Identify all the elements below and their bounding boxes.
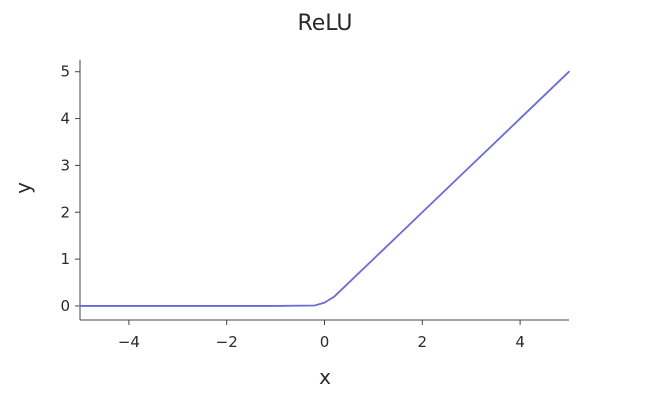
- x-axis-title: x: [319, 365, 331, 389]
- y-tick-label: 0: [60, 297, 70, 315]
- y-tick-label: 4: [60, 110, 70, 128]
- y-ticks: 0 1 2 3 4 5: [60, 63, 80, 315]
- y-tick-label: 5: [60, 63, 70, 81]
- x-tick-label: 4: [515, 333, 525, 351]
- axes: [79, 60, 569, 321]
- x-ticks: −4 −2 0 2 4: [118, 320, 525, 351]
- x-tick-label: 2: [418, 333, 428, 351]
- series-layer: [79, 70, 570, 307]
- y-tick-label: 3: [60, 156, 70, 174]
- y-tick-label: 1: [60, 250, 70, 268]
- relu-series-line: [79, 70, 570, 307]
- x-tick-label: −4: [118, 333, 140, 351]
- x-tick-label: −2: [216, 333, 238, 351]
- x-tick-label: 0: [320, 333, 330, 351]
- chart-title: ReLU: [297, 11, 352, 36]
- y-tick-label: 2: [60, 203, 70, 221]
- y-axis-title: y: [11, 182, 35, 194]
